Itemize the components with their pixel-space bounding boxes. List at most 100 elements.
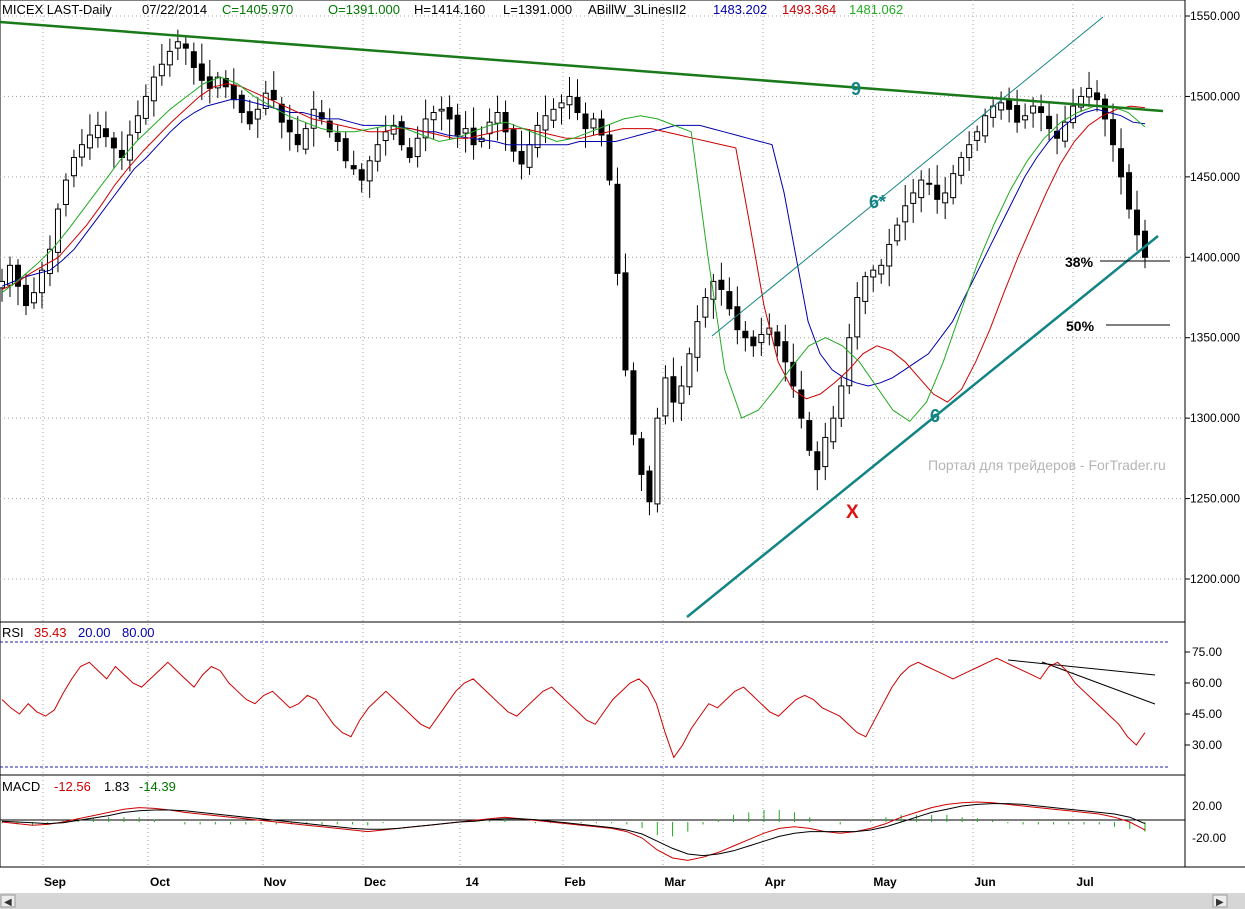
ma-red-line	[1, 83, 1146, 403]
candle-body	[1110, 119, 1117, 146]
candle-body	[566, 95, 573, 106]
candle-body	[414, 137, 421, 158]
rsi-header: RSI 35.43 20.00 80.00	[2, 625, 155, 640]
candle-body	[950, 173, 957, 199]
month-label: Nov	[264, 875, 287, 889]
candle-body	[334, 132, 341, 142]
candle-body	[430, 112, 437, 121]
candle-body	[398, 121, 405, 146]
candle-body	[574, 96, 581, 114]
candle-body	[190, 51, 197, 68]
candle-body	[1030, 105, 1037, 114]
moving-averages	[1, 76, 1146, 423]
candle-body	[910, 192, 917, 204]
rsi-line	[1, 657, 1146, 759]
candle-body	[814, 451, 821, 471]
candle-body	[654, 417, 661, 505]
candle-body	[438, 108, 445, 112]
macd-lines	[1, 801, 1146, 861]
scroll-left-button[interactable]	[0, 894, 16, 908]
wave-label-6star: 6*	[869, 192, 886, 212]
candle-body	[726, 291, 733, 310]
rsi-tick-label: 45.00	[1192, 707, 1222, 721]
candle-body	[494, 112, 501, 124]
ma-blue-line	[1, 99, 1146, 387]
candle-body	[614, 183, 621, 274]
candle-body	[734, 306, 741, 331]
fib-50-label: 50%	[1066, 318, 1095, 334]
candle-body	[1014, 105, 1021, 123]
macd-pane	[0, 774, 1186, 868]
symbol-label: MICEX LAST-Daily	[2, 2, 112, 17]
candle-body	[246, 111, 253, 125]
candle-body	[750, 336, 757, 347]
candle-body	[1102, 98, 1109, 120]
price-tick-label: 1200.000	[1190, 572, 1240, 586]
candle-body	[886, 243, 893, 267]
month-label: Apr	[765, 875, 786, 889]
candle-body	[94, 124, 101, 139]
candle-body	[126, 134, 133, 161]
candle-body	[982, 115, 989, 137]
candle-body	[918, 179, 925, 199]
scroll-left-icon: ◀	[4, 897, 12, 908]
ma-green-line	[1, 76, 1146, 423]
candle-body	[966, 144, 973, 159]
wave-label-9: 9	[851, 79, 861, 99]
candle-body	[998, 102, 1005, 111]
candle-body	[1134, 209, 1141, 236]
rsi-trendline-lower	[1041, 661, 1156, 705]
candle-body	[550, 108, 557, 121]
candle-body	[622, 272, 629, 371]
candle-body	[694, 321, 701, 358]
candle-body	[38, 269, 45, 294]
rsi-trendline-upper	[1007, 659, 1156, 676]
candle-body	[678, 385, 685, 404]
rsi-tick-label: 30.00	[1192, 738, 1222, 752]
horizontal-scrollbar[interactable]	[0, 893, 1245, 909]
open-label: O=1391.000	[328, 2, 400, 17]
candle-body	[558, 102, 565, 109]
candle-body	[1086, 87, 1093, 98]
candle-body	[254, 108, 261, 120]
candle-body	[878, 264, 885, 275]
month-label: Jun	[974, 875, 995, 889]
candle-body	[774, 331, 781, 347]
candle-body	[590, 118, 597, 129]
high-label: H=1414.160	[414, 2, 485, 17]
candle-body	[902, 205, 909, 223]
candle-body	[86, 134, 93, 149]
candle-body	[454, 114, 461, 136]
candle-body	[894, 224, 901, 242]
candle-body	[870, 269, 877, 278]
candle-body	[1006, 99, 1013, 110]
price-tick-label: 1300.000	[1190, 411, 1240, 425]
candle-body	[782, 341, 789, 363]
candle-body	[182, 43, 189, 49]
candle-body	[718, 279, 725, 290]
grid	[0, 0, 1185, 867]
candle-body	[110, 137, 117, 149]
candle-body	[342, 138, 349, 162]
candle-body	[838, 385, 845, 419]
macd-tick-label: -20.00	[1192, 831, 1226, 845]
candle-body	[70, 157, 77, 177]
candle-body	[14, 264, 21, 287]
candle-body	[758, 333, 765, 344]
channel-upper-line	[711, 16, 1104, 337]
candle-body	[46, 248, 53, 274]
candle-body	[1062, 121, 1069, 142]
ind-red-value: 1493.364	[782, 2, 836, 17]
candle-body	[582, 113, 589, 130]
candle-body	[742, 330, 749, 339]
candle-body	[606, 134, 613, 181]
price-tick-label: 1350.000	[1190, 331, 1240, 345]
candle-body	[230, 84, 237, 101]
scroll-right-button[interactable]	[1212, 894, 1228, 908]
candle-body	[542, 115, 549, 131]
candle-body	[846, 337, 853, 387]
close-label: C=1405.970	[222, 2, 293, 17]
candle-body	[1078, 95, 1085, 108]
month-label: Mar	[664, 875, 686, 889]
